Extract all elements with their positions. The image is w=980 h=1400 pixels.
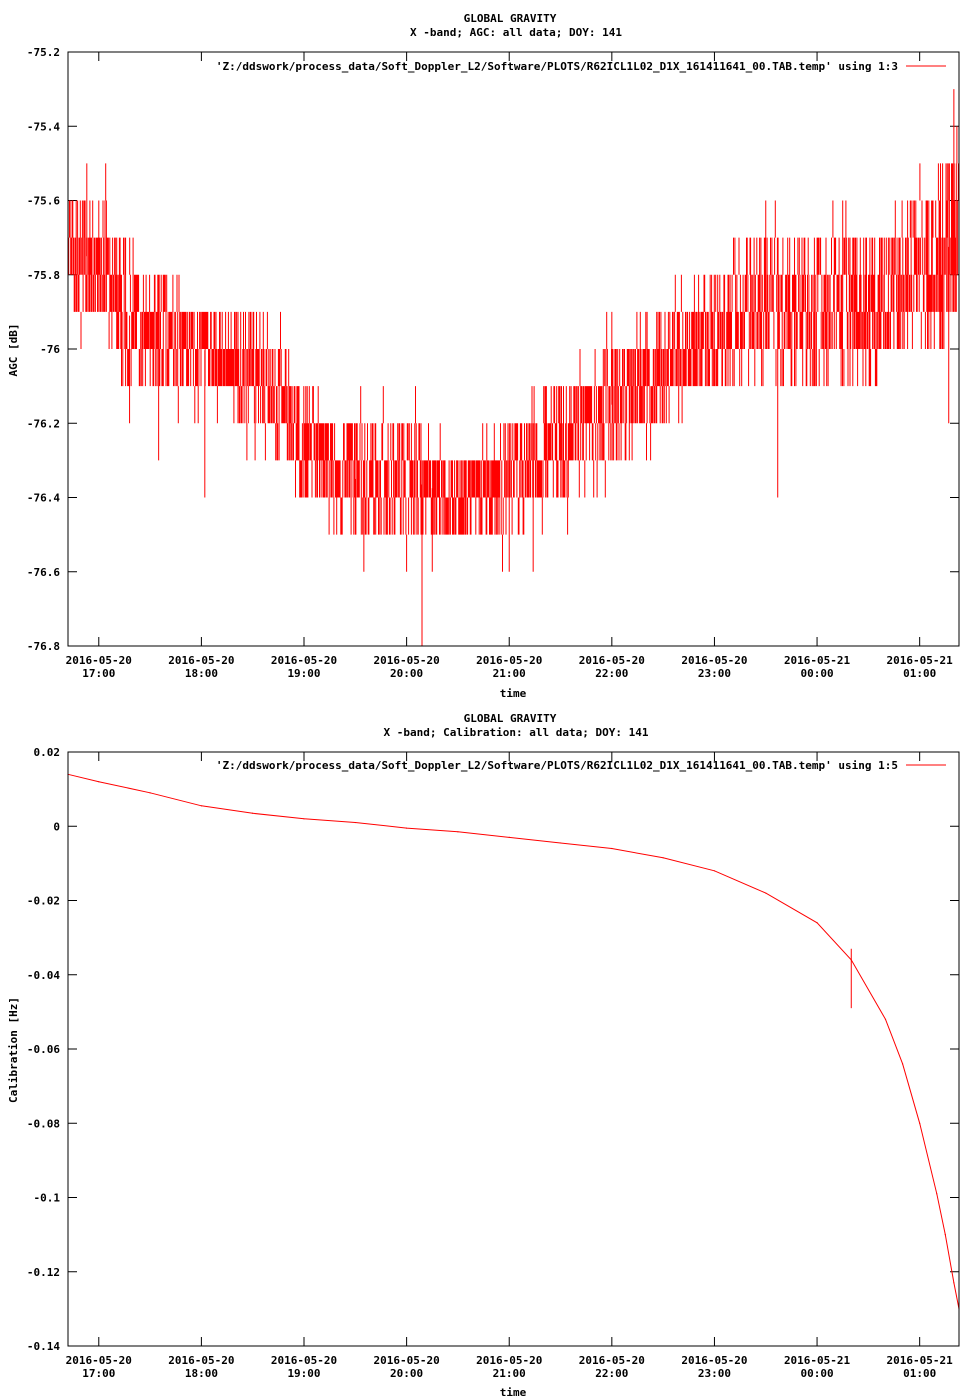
agc-tick-layer: -75.2 -75.4 -75.6 -75.8 -76 -76.2 -76.4 -76.6 -7… [27, 46, 959, 680]
calibration-x-tick-date: 2016-05-20 [681, 1354, 747, 1367]
calibration-series-point [884, 1018, 887, 1020]
agc-y-tick-label: -76.6 [27, 566, 60, 579]
agc-x-tick-date: 2016-05-21 [784, 654, 851, 667]
calibration-series-point [406, 827, 408, 829]
calibration-series-point [944, 1234, 946, 1236]
calibration-x-tick-time: 01:00 [903, 1367, 936, 1380]
calibration-series-point [765, 892, 767, 894]
calibration-series-line [67, 773, 960, 1309]
agc-plot-frame [67, 51, 960, 647]
calibration-y-axis-label: Calibration [Hz] [7, 997, 20, 1103]
agc-x-tick-date: 2016-05-20 [271, 654, 337, 667]
calibration-series-point [713, 870, 716, 872]
calibration-series-point [252, 812, 254, 814]
agc-legend-label: 'Z:/ddswork/process_data/Soft_Doppler_L2… [216, 60, 898, 73]
calibration-x-tick-time: 20:00 [390, 1367, 423, 1380]
calibration-series-point [200, 805, 202, 807]
calibration-x-axis-label: time [500, 1386, 527, 1399]
calibration-series-point [953, 1282, 955, 1284]
calibration-x-tick-date: 2016-05-20 [476, 1354, 542, 1367]
calibration-x-tick-date: 2016-05-20 [373, 1354, 439, 1367]
calibration-legend-label: 'Z:/ddswork/process_data/Soft_Doppler_L2… [216, 759, 898, 772]
calibration-y-tick-label: -0.08 [27, 1117, 60, 1130]
calibration-x-tick-time: 23:00 [698, 1367, 731, 1380]
calibration-x-tick-time: 21:00 [493, 1367, 526, 1380]
calibration-chart-title: GLOBAL GRAVITY [464, 712, 557, 725]
agc-y-tick-label: -75.2 [27, 46, 60, 59]
agc-x-tick-time: 00:00 [800, 667, 833, 680]
calibration-x-tick-date: 2016-05-20 [271, 1354, 337, 1367]
agc-x-tick-time: 23:00 [698, 667, 731, 680]
calibration-series-point [611, 847, 613, 850]
agc-x-tick-date: 2016-05-20 [476, 654, 542, 667]
agc-x-tick-time: 18:00 [185, 667, 218, 680]
calibration-series-point [508, 836, 510, 838]
calibration-x-tick-time: 18:00 [185, 1367, 218, 1380]
calibration-y-tick-label: 0.02 [34, 746, 61, 759]
calibration-chart-subtitle: X -band; Calibration: all data; DOY: 141 [384, 726, 649, 739]
calibration-series-point [662, 857, 664, 859]
calibration-tick-layer: 0.02 0 -0.02 -0.04 -0.06 -0.08 -0.1 -0.12 -0.14 2… [27, 746, 959, 1380]
calibration-x-tick-time: 22:00 [595, 1367, 628, 1380]
agc-y-tick-label: -76 [40, 343, 60, 356]
calibration-x-tick-date: 2016-05-21 [887, 1354, 954, 1367]
agc-y-axis-label: AGC [dB] [7, 324, 20, 377]
agc-x-tick-date: 2016-05-20 [681, 654, 747, 667]
agc-y-tick-label: -76.4 [27, 492, 60, 505]
calibration-series-point [98, 781, 100, 783]
calibration-series-point [354, 821, 356, 824]
calibration-series-point [919, 1122, 921, 1124]
calibration-x-tick-date: 2016-05-20 [66, 1354, 132, 1367]
agc-x-tick-time: 01:00 [903, 667, 936, 680]
calibration-plot-frame [67, 751, 960, 1347]
calibration-chart: GLOBAL GRAVITY X -band; Calibration: all… [7, 712, 960, 1399]
agc-x-tick-time: 17:00 [82, 667, 115, 680]
calibration-y-tick-label: -0.1 [34, 1192, 61, 1205]
agc-y-tick-label: -76.8 [27, 640, 60, 653]
agc-x-tick-date: 2016-05-20 [168, 654, 234, 667]
agc-x-tick-time: 19:00 [287, 667, 320, 680]
agc-y-tick-label: -75.4 [27, 120, 60, 133]
calibration-x-tick-date: 2016-05-20 [168, 1354, 234, 1367]
calibration-y-tick-label: -0.14 [27, 1340, 60, 1353]
calibration-series-point [901, 1063, 904, 1065]
agc-x-tick-date: 2016-05-21 [887, 654, 954, 667]
calibration-y-tick-label: -0.06 [27, 1043, 60, 1056]
calibration-y-tick-label: -0.12 [27, 1266, 60, 1279]
calibration-x-tick-time: 17:00 [82, 1367, 115, 1380]
calibration-series-point [303, 818, 305, 820]
calibration-series-point [559, 842, 562, 844]
agc-x-tick-time: 22:00 [595, 667, 628, 680]
calibration-y-tick-label: -0.04 [27, 969, 60, 982]
calibration-y-tick-label: -0.02 [27, 895, 60, 908]
calibration-series-point [816, 922, 818, 924]
agc-chart-subtitle: X -band; AGC: all data; DOY: 141 [410, 26, 622, 39]
agc-x-tick-time: 21:00 [493, 667, 526, 680]
agc-x-tick-date: 2016-05-20 [579, 654, 645, 667]
agc-x-axis-label: time [500, 687, 527, 700]
calibration-plot-area [67, 773, 960, 1310]
calibration-x-tick-time: 19:00 [287, 1367, 320, 1380]
calibration-y-tick-label: 0 [53, 820, 60, 833]
calibration-series-point [457, 831, 459, 833]
calibration-series-point [936, 1193, 938, 1195]
agc-x-tick-date: 2016-05-20 [373, 654, 439, 667]
agc-y-tick-label: -76.2 [27, 417, 60, 430]
agc-x-tick-date: 2016-05-20 [66, 654, 132, 667]
agc-chart-title: GLOBAL GRAVITY [464, 12, 557, 25]
calibration-x-tick-time: 00:00 [800, 1367, 833, 1380]
calibration-series-point [149, 792, 151, 794]
calibration-x-tick-date: 2016-05-20 [579, 1354, 645, 1367]
calibration-x-tick-date: 2016-05-21 [784, 1354, 851, 1367]
agc-y-tick-label: -75.6 [27, 195, 60, 208]
agc-y-tick-label: -75.8 [27, 269, 60, 282]
agc-x-tick-time: 20:00 [390, 667, 423, 680]
agc-chart: GLOBAL GRAVITY X -band; AGC: all data; D… [7, 12, 960, 700]
